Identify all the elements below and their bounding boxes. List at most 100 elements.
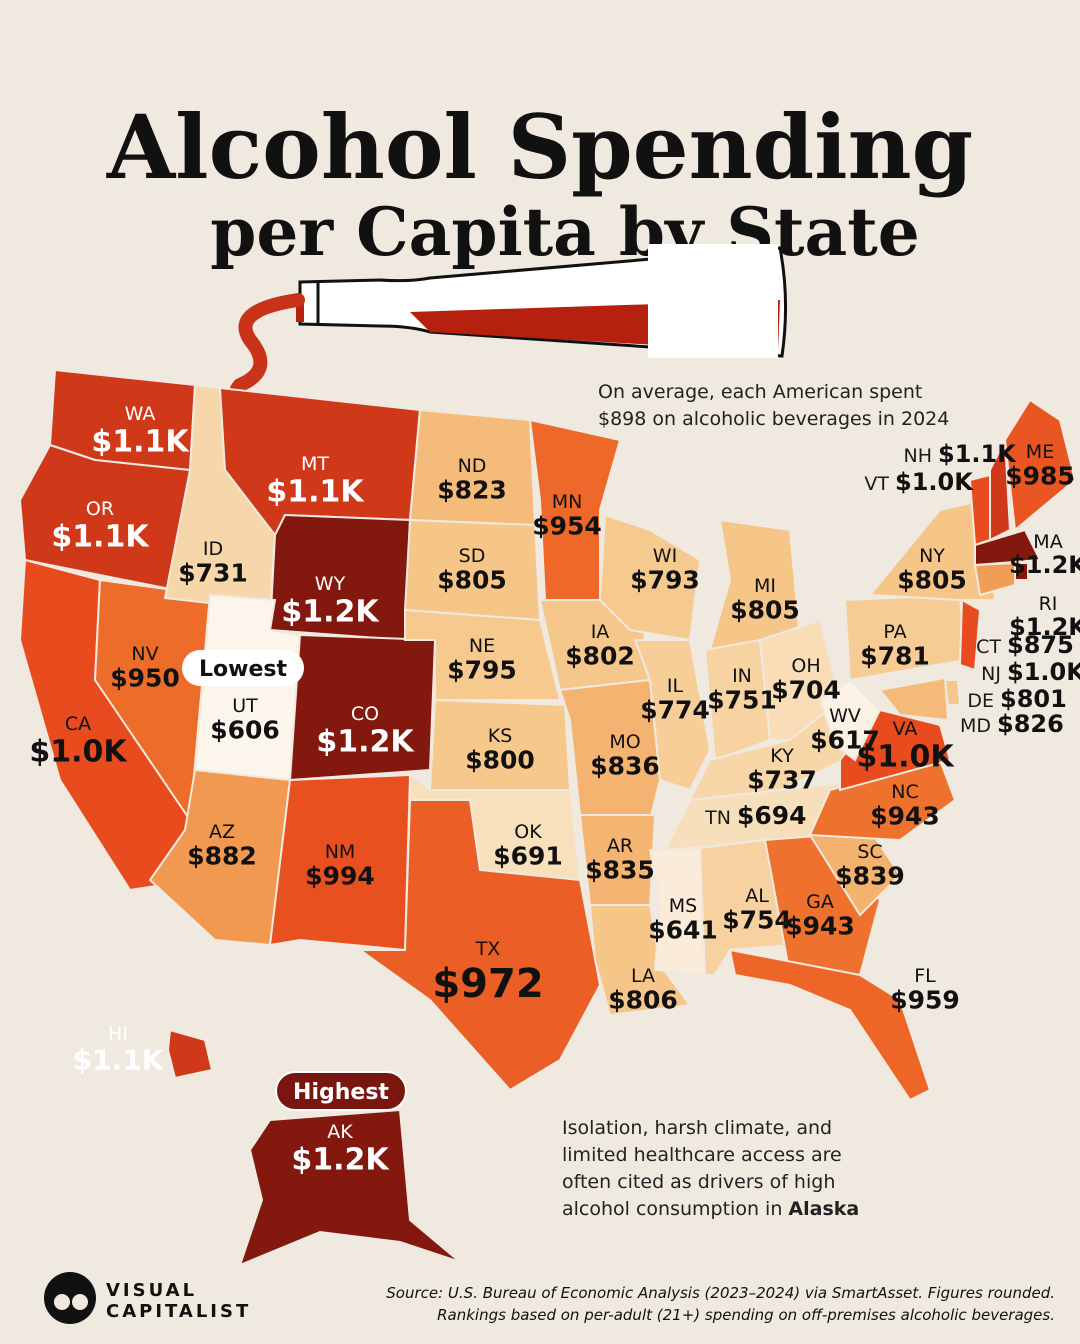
state-value-label: $781 (860, 641, 930, 670)
state-value-label: $823 (437, 475, 507, 504)
state-value-label: $617 (810, 725, 880, 754)
state-value-label: $959 (890, 985, 960, 1014)
alaska-note-emphasis: Alaska (788, 1198, 859, 1220)
state-layer (18, 368, 1077, 1267)
state-value-label: $801 (1000, 685, 1067, 713)
state-code: AR (607, 835, 633, 857)
state-shape (268, 773, 412, 952)
state-value-label: $839 (835, 861, 905, 890)
state-value-label: $795 (447, 655, 517, 684)
state-code: TN (704, 807, 731, 829)
state-code: FL (914, 965, 936, 987)
state-shape (356, 799, 602, 1092)
state-code: SC (857, 841, 882, 863)
state-value-label: $802 (565, 641, 635, 670)
state-code: OK (514, 821, 542, 843)
state-code: IA (591, 621, 610, 643)
state-value-label: $1.1K (91, 425, 190, 460)
state-value-label: $1.1K (938, 440, 1017, 468)
title-line-2: per Capita by State (210, 193, 920, 271)
state-shape (648, 846, 707, 977)
state-code: MN (552, 491, 583, 513)
state-value-label: $972 (432, 961, 543, 1007)
state-code: MT (301, 453, 329, 475)
state-value-label: $805 (730, 595, 800, 624)
state-shape (1003, 398, 1077, 532)
state-value-label: $835 (585, 855, 655, 884)
state-code: WI (653, 545, 677, 567)
state-code: NE (469, 635, 495, 657)
state-value-label: $1.2K (281, 595, 380, 630)
state-value-label: $943 (785, 911, 855, 940)
state-value-label: $1.1K (266, 475, 365, 510)
state-value-label: $774 (640, 695, 710, 724)
state-value-label: $875 (1007, 631, 1074, 659)
state-value-label: $1.0K (1007, 658, 1080, 686)
state-code: CT (976, 636, 1001, 658)
state-value-label: $731 (178, 558, 248, 587)
state-code: NM (325, 841, 356, 863)
state-shape (288, 633, 437, 782)
source-line: Rankings based on per-adult (21+) spendi… (437, 1306, 1055, 1324)
highest-badge-text: Highest (293, 1080, 389, 1105)
state-code: NY (919, 545, 945, 567)
state-value-label: $606 (210, 715, 280, 744)
state-value-label: $704 (771, 675, 841, 704)
state-value-label: $737 (747, 765, 817, 794)
state-code: VT (864, 473, 889, 495)
average-note-line: On average, each American spent (598, 381, 922, 403)
state-value-label: $691 (493, 841, 563, 870)
state-code: OH (791, 655, 820, 677)
state-value-label: $836 (590, 751, 660, 780)
lowest-badge (182, 650, 304, 686)
lowest-badge-text: Lowest (199, 657, 287, 682)
state-value-label: $1.0K (895, 468, 974, 496)
state-code: LA (631, 965, 655, 987)
state-code: MI (754, 575, 776, 597)
state-shape (818, 678, 882, 762)
state-code: AZ (209, 821, 235, 843)
state-code: AK (327, 1121, 353, 1143)
state-shape (268, 513, 412, 642)
state-code: KS (488, 725, 513, 747)
state-shape (728, 948, 932, 1102)
state-code: DE (967, 690, 994, 712)
state-code: IN (732, 665, 752, 687)
alaska-note-line: alcohol consumption in Alaska (562, 1198, 859, 1220)
alaska-note-line: limited healthcare access are (562, 1144, 842, 1166)
state-value-label: $954 (532, 511, 602, 540)
state-code: SD (459, 545, 486, 567)
highest-badge (275, 1071, 407, 1111)
state-code: UT (232, 695, 258, 717)
state-code: KY (770, 745, 794, 767)
state-code: HI (108, 1023, 128, 1045)
state-code: NC (891, 781, 918, 803)
state-value-label: $1.1K (73, 1043, 165, 1076)
average-note-line: $898 on alcoholic beverages in 2024 (598, 408, 949, 430)
state-code: WA (125, 403, 156, 425)
state-shape (878, 676, 950, 722)
state-code: ME (1026, 441, 1054, 463)
alaska-note-line: often cited as drivers of high (562, 1171, 835, 1193)
state-shape (974, 528, 1042, 567)
state-code: TX (475, 938, 501, 960)
state-value-label: $1.0K (856, 740, 955, 775)
state-value-label: $943 (870, 801, 940, 830)
state-code: IL (667, 675, 684, 697)
state-shape (958, 598, 982, 672)
state-value-label: $754 (722, 905, 792, 934)
state-value-label: $1.2K (316, 725, 415, 760)
state-code: GA (806, 891, 834, 913)
state-code: AL (745, 885, 769, 907)
state-code: ID (203, 538, 223, 560)
alaska-note-line: alcohol consumption in (562, 1198, 782, 1220)
title-line-1: Alcohol Spending (106, 95, 973, 199)
state-code: CO (351, 703, 379, 725)
state-code: NH (904, 445, 933, 467)
state-value-label: $805 (437, 565, 507, 594)
state-shape (588, 904, 692, 1017)
state-value-label: $641 (648, 915, 718, 944)
state-value-label: $694 (737, 801, 807, 830)
state-value-label: $793 (630, 565, 700, 594)
